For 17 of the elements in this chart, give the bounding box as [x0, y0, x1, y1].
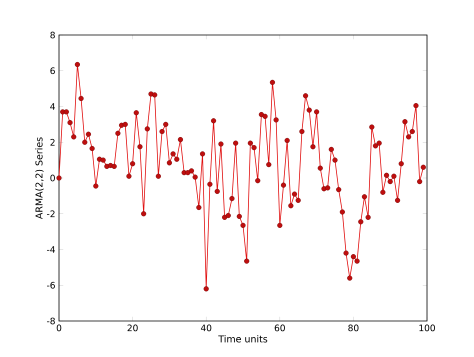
x-tick-label: 60 — [274, 324, 285, 332]
y-tick-label: 8 — [50, 32, 55, 38]
y-tick-label: -4 — [46, 246, 55, 253]
y-tick-label: 4 — [50, 103, 55, 110]
y-tick-label: 6 — [50, 67, 55, 74]
y-tick-label: -6 — [46, 282, 55, 289]
y-tick-label: -2 — [46, 210, 55, 218]
y-tick-label: 2 — [50, 138, 55, 146]
x-tick-label: 100 — [419, 324, 435, 332]
x-tick-label: 0 — [56, 324, 62, 332]
x-tick-label: 40 — [200, 324, 212, 332]
x-tick-label: 20 — [128, 324, 138, 332]
y-tick-label: -8 — [46, 318, 55, 324]
x-axis-title: Time units — [218, 335, 268, 342]
y-axis-title: ARMA(2,2) Series — [35, 137, 44, 220]
x-tick-label: 80 — [348, 324, 359, 332]
y-tick-label: 0 — [50, 174, 55, 182]
